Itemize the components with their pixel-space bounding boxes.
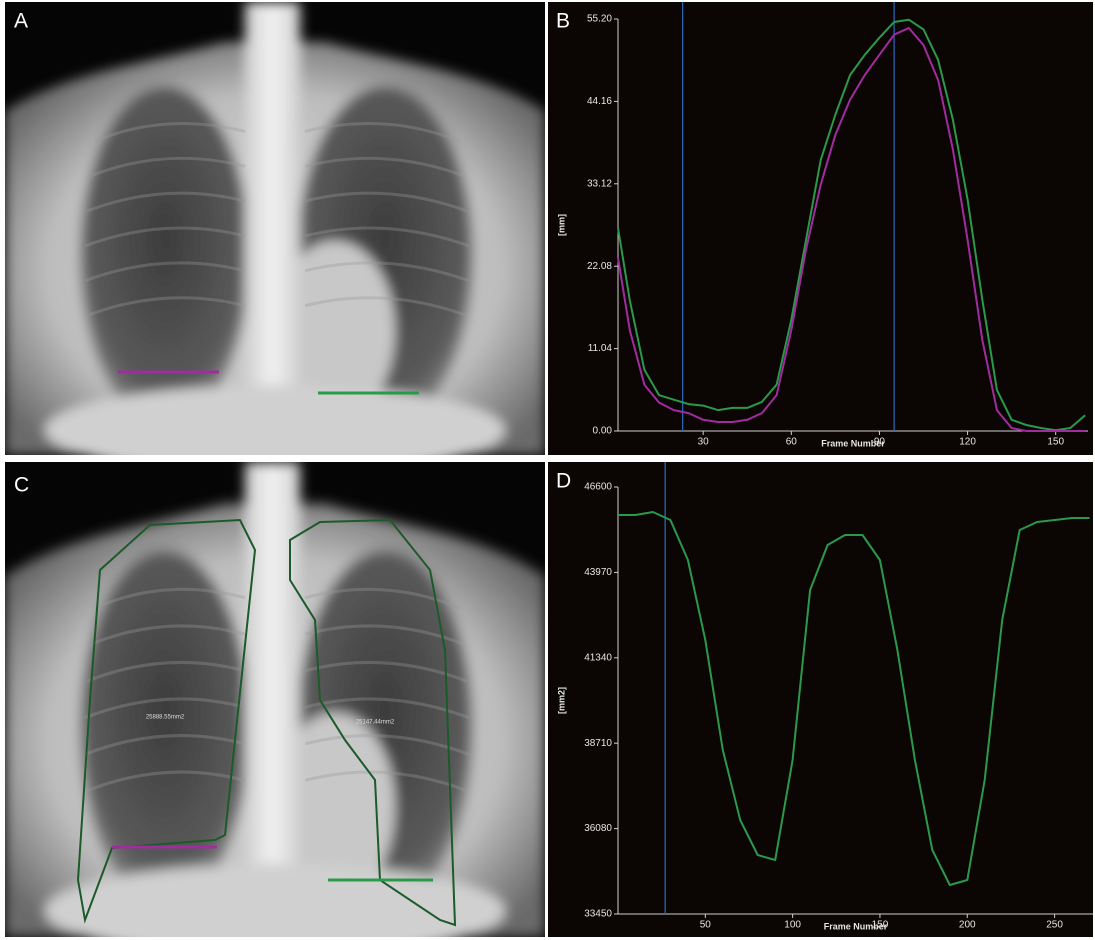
figure: A 25888.55mm2 25147.44mm2 C 0.00 11.04 22.…: [0, 0, 1095, 940]
y-tick-label: 33.12: [587, 178, 612, 189]
panel-background: [548, 2, 1093, 455]
x-axis-title: Frame Number: [824, 921, 888, 931]
y-tick-label: 55.20: [587, 14, 612, 25]
y-tick-label: 22.08: [587, 261, 612, 272]
area-annotation: 25147.44mm2: [356, 720, 395, 726]
y-tick-label: 41340: [584, 652, 612, 663]
x-tick-label: 120: [959, 437, 976, 448]
x-tick-label: 150: [1047, 437, 1064, 448]
x-tick-label: 60: [786, 437, 798, 448]
x-tick-label: 50: [700, 920, 712, 931]
x-tick-label: 200: [959, 920, 976, 931]
panel-label: C: [14, 474, 29, 497]
y-tick-label: 11.04: [588, 343, 613, 354]
x-axis-title: Frame Number: [821, 438, 885, 448]
panel-label: D: [556, 470, 571, 493]
y-tick-label: 33450: [584, 909, 612, 920]
y-tick-label: 46600: [584, 482, 612, 493]
panel-label: B: [556, 10, 570, 33]
x-tick-label: 250: [1046, 920, 1063, 931]
panel-background: [548, 462, 1093, 937]
x-tick-label: 100: [784, 920, 801, 931]
y-tick-label: 38710: [584, 738, 612, 749]
xray-panel-c: 25888.55mm2 25147.44mm2 C: [5, 462, 545, 940]
x-tick-label: 30: [698, 437, 710, 448]
y-tick-label: 43970: [584, 567, 612, 578]
xray-panel-a: A: [5, 2, 545, 475]
y-axis-title: [mm2]: [556, 687, 566, 714]
y-axis-title: [mm]: [556, 214, 566, 236]
area-annotation: 25888.55mm2: [146, 715, 185, 721]
y-tick-label: 44.16: [587, 96, 612, 107]
panel-label: A: [14, 10, 28, 33]
y-tick-label: 36080: [584, 823, 612, 834]
y-tick-label: 0.00: [593, 426, 613, 437]
